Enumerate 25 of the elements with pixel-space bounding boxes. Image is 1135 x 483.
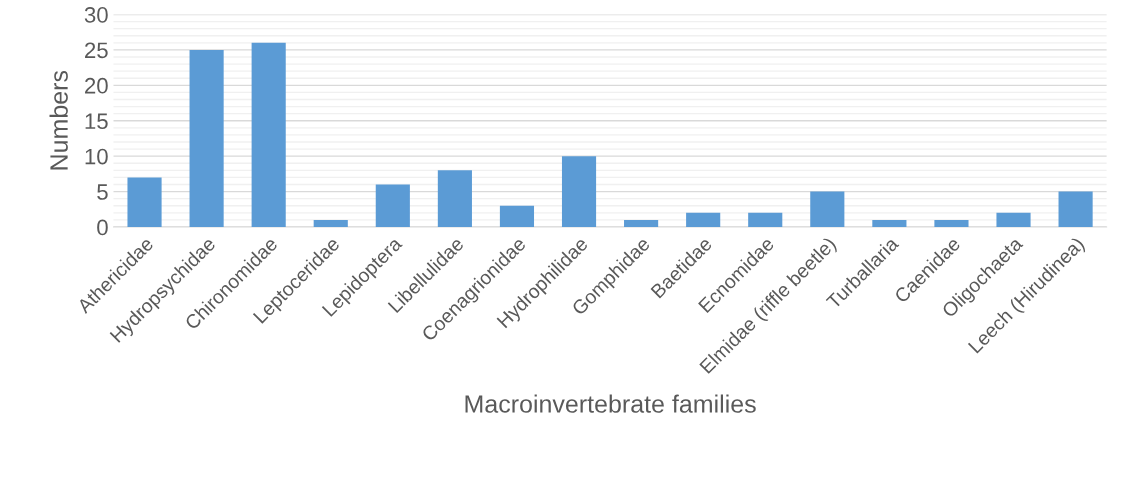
bar (686, 212, 721, 228)
x-axis-title: Macroinvertebrate families (465, 394, 756, 413)
bar (127, 177, 162, 228)
y-tick-label: 30 (84, 7, 108, 23)
bar (810, 191, 845, 228)
bar (499, 205, 535, 228)
bar (561, 156, 597, 228)
y-tick-label: 20 (85, 77, 108, 94)
bar (748, 212, 783, 228)
y-tick-label: 10 (85, 148, 108, 165)
bar (313, 219, 348, 228)
bar (1058, 191, 1093, 228)
y-axis-title: Numbers (49, 70, 68, 170)
bar (996, 212, 1031, 228)
bar (251, 42, 286, 228)
y-tick-label: 25 (85, 42, 108, 59)
y-tick-label: 15 (85, 113, 108, 130)
y-tick-label: 0 (97, 219, 108, 236)
bar (189, 49, 224, 228)
bar (437, 170, 472, 228)
bar (872, 219, 907, 228)
bar (934, 219, 969, 228)
bar (375, 184, 410, 228)
bar (624, 219, 659, 228)
y-tick-label: 5 (97, 184, 108, 200)
